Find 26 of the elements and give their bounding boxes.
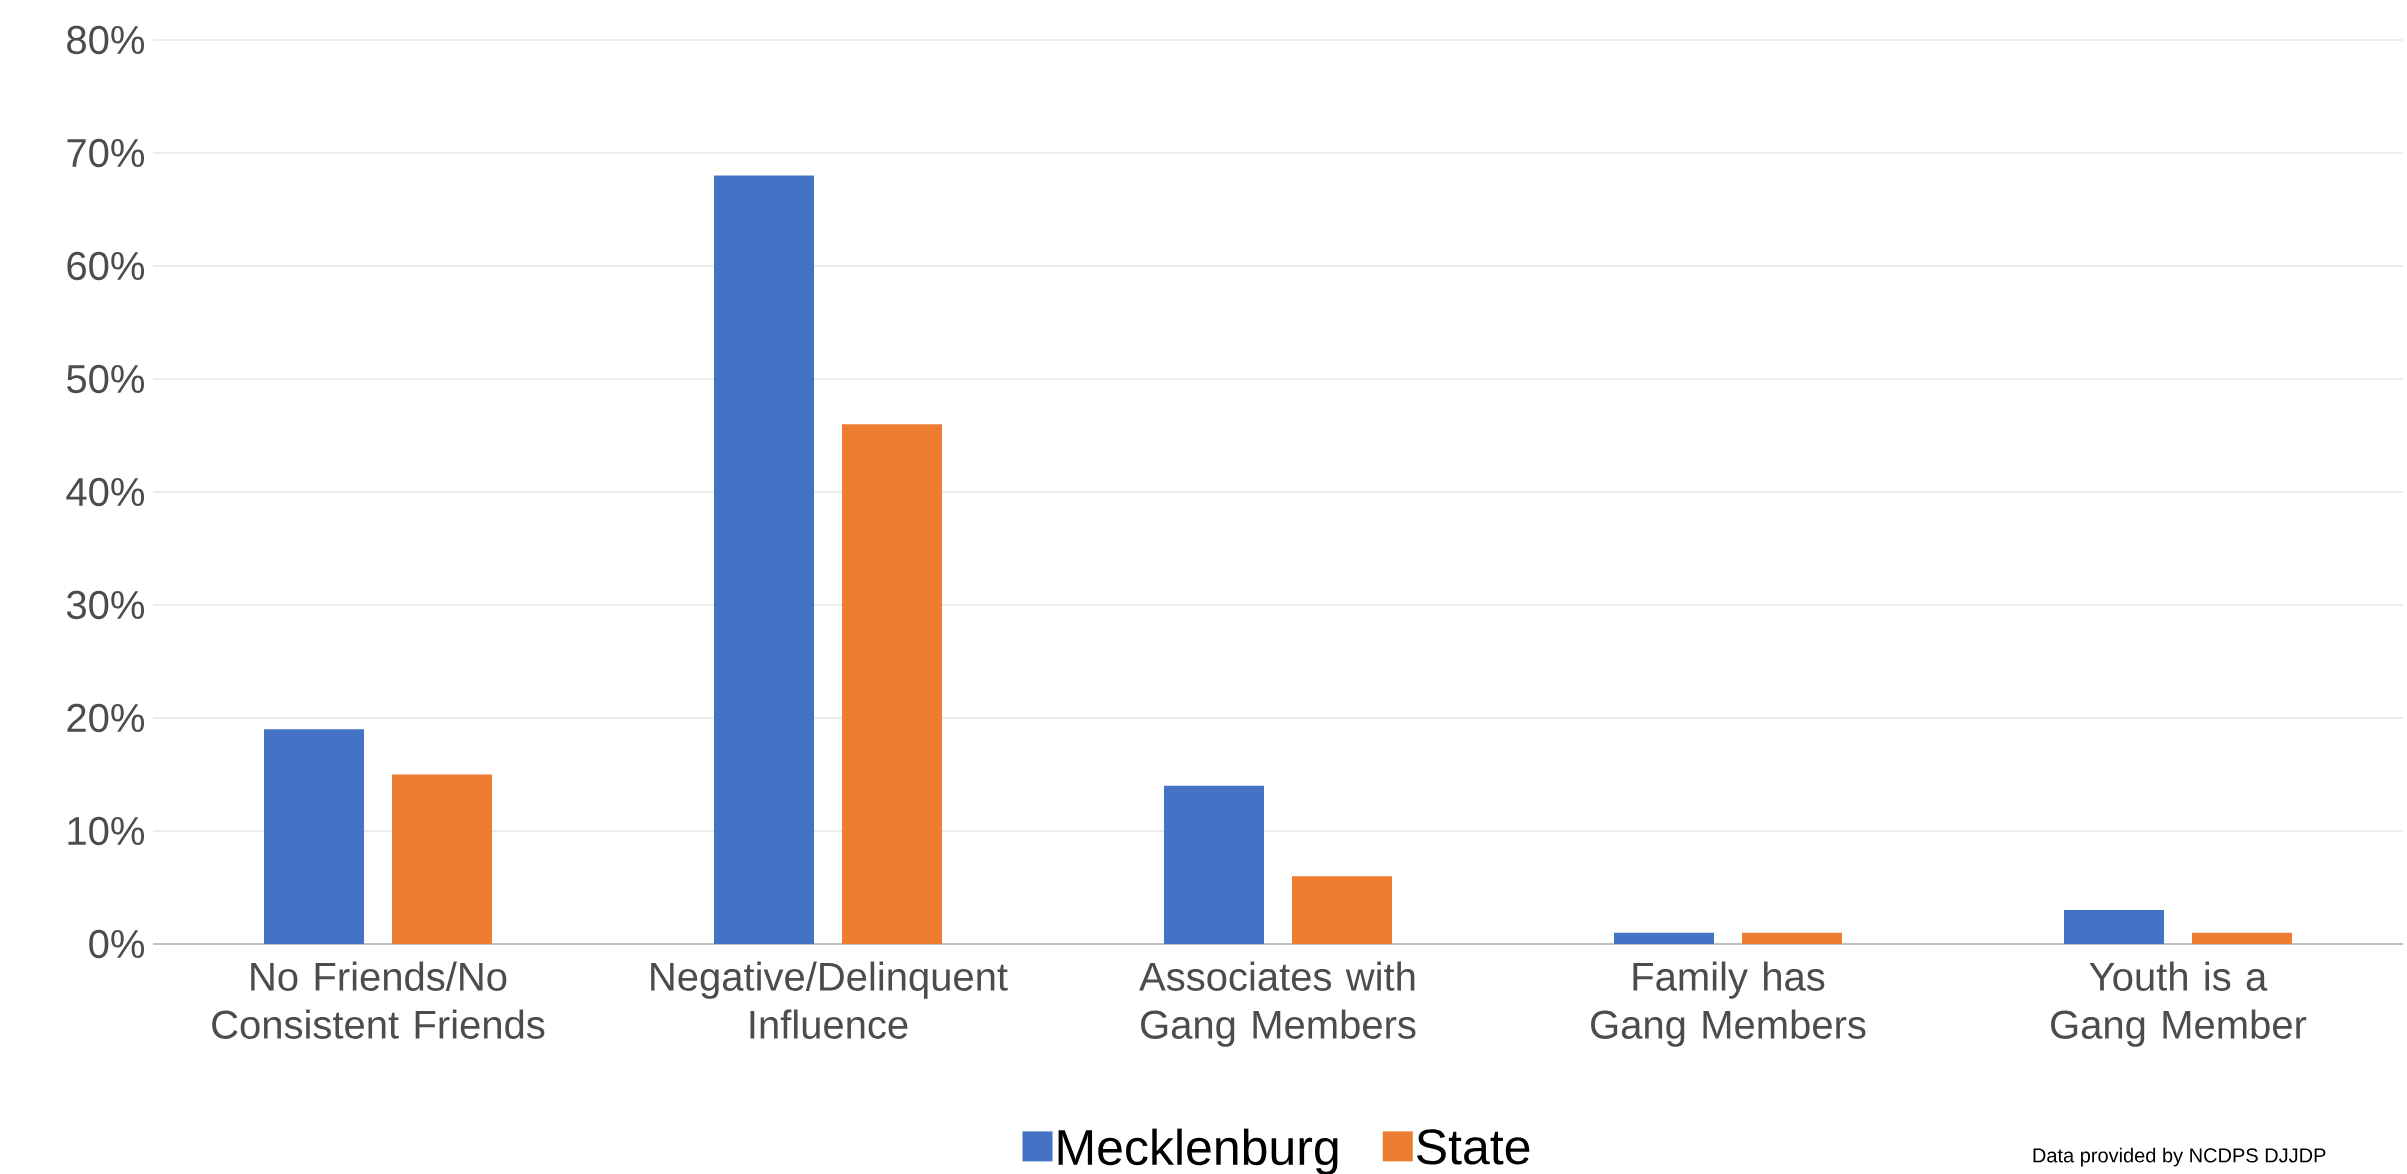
text: Data provided by NCDPS DJJDP [2033,1147,2326,1167]
y-tick-label: 70% [67,138,145,168]
bar [264,729,365,944]
bar [1614,932,1714,944]
bar [1742,932,1842,944]
bar [2064,910,2164,944]
y-tick-label: 10% [68,816,145,846]
x-tick-label: Associates with Gang Members [1139,961,1416,1047]
bar [392,774,493,944]
y-tick-label: 40% [66,477,145,507]
x-tick-label: No Friends/No Consistent Friends [212,961,545,1039]
bar [1164,785,1265,944]
y-tick-label: 30% [66,590,145,620]
y-tick-label: 20% [67,703,145,733]
x-tick-label: Youth is a Gang Member [2051,961,2307,1047]
y-tick-label: 60% [67,251,145,281]
bar [2192,932,2292,944]
legend-label: State [1417,1129,1530,1165]
bar [842,424,943,944]
y-tick-label: 0% [89,929,145,959]
bar [714,175,815,944]
x-tick-label: Family has Gang Members [1591,961,1866,1047]
y-tick-label: 50% [67,364,145,394]
y-tick-label: 80% [67,25,145,55]
x-tick-label: Negative/Delinquent Influence [651,961,1008,1039]
bar [1292,876,1393,944]
